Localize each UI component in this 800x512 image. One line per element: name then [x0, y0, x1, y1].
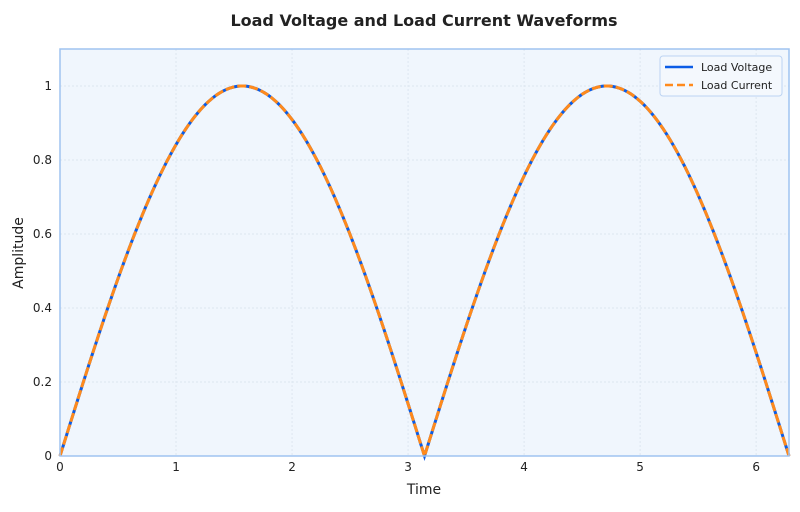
- plot-area: [60, 49, 789, 456]
- y-tick-label: 0.6: [33, 227, 52, 241]
- y-axis-label: Amplitude: [11, 217, 27, 289]
- x-tick-label: 6: [752, 460, 760, 474]
- x-tick-label: 2: [288, 460, 296, 474]
- legend: Load Voltage Load Current: [659, 55, 783, 97]
- legend-label-voltage: Load Voltage: [701, 61, 772, 74]
- y-tick-label: 0.4: [33, 301, 52, 315]
- legend-label-current: Load Current: [701, 79, 773, 92]
- x-tick-label: 1: [172, 460, 180, 474]
- x-tick-label: 4: [520, 460, 528, 474]
- y-tick-label: 0.8: [33, 153, 52, 167]
- plot-frame: [59, 48, 790, 457]
- x-axis-label: Time: [406, 482, 441, 498]
- x-tick-label: 3: [404, 460, 412, 474]
- y-tick-label: 0: [44, 449, 52, 463]
- series-line-load-current: [58, 84, 791, 462]
- x-tick-label: 5: [636, 460, 644, 474]
- chart-title: Load Voltage and Load Current Waveforms: [230, 11, 617, 30]
- ticks: 0 1 2 3 4 5 6 0 0.2 0.4 0.6 0.8 1: [33, 79, 760, 474]
- y-tick-label: 1: [44, 79, 52, 93]
- x-tick-label: 0: [56, 460, 64, 474]
- y-tick-label: 0.2: [33, 375, 52, 389]
